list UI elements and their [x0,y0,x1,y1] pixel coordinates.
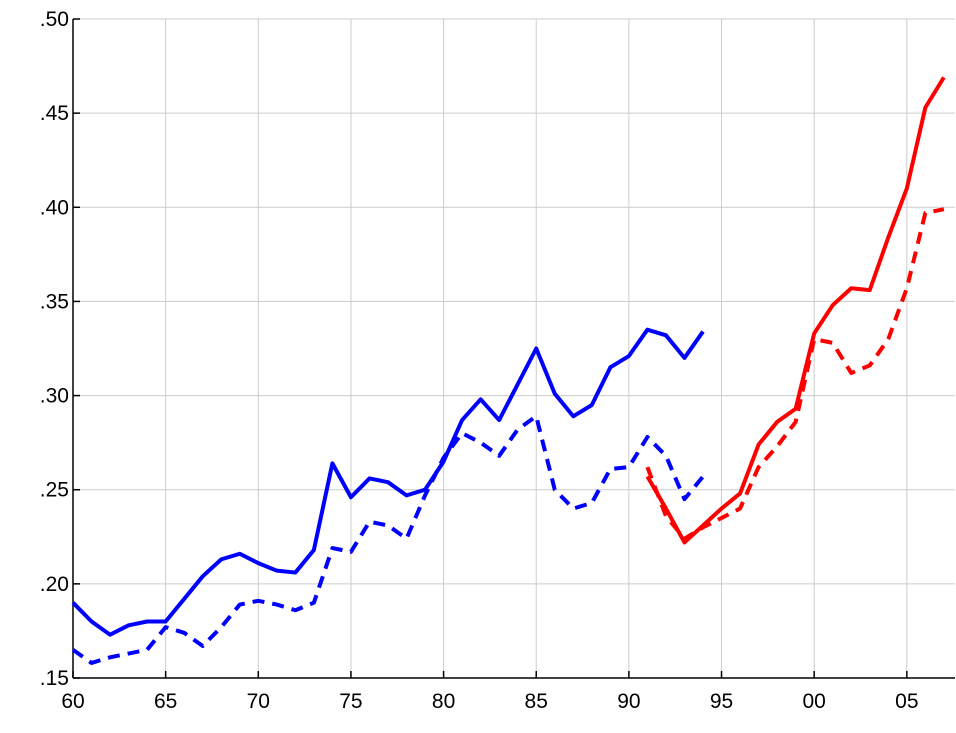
y-tick-label: .25 [40,479,69,502]
series-line [645,76,946,545]
y-tick-label: .45 [40,102,69,125]
x-tick-label: 60 [61,690,84,713]
x-tick-label: 70 [247,690,270,713]
series-line [645,207,945,541]
x-tick-label: 05 [895,690,918,713]
y-tick-label: .35 [40,290,69,313]
series-line [71,414,705,665]
x-tick-label: 90 [617,690,640,713]
y-tick-label: .40 [40,196,69,219]
y-tick-label: .15 [40,667,69,690]
x-tick-label: 85 [525,690,548,713]
series-line [71,327,705,637]
y-tick-label: .50 [40,8,69,31]
x-tick-label: 75 [339,690,362,713]
x-tick-label: 65 [154,690,177,713]
x-tick-label: 95 [710,690,733,713]
y-tick-label: .30 [40,385,69,408]
x-tick-label: 00 [802,690,825,713]
x-tick-label: 80 [432,690,455,713]
y-tick-label: .20 [40,573,69,596]
